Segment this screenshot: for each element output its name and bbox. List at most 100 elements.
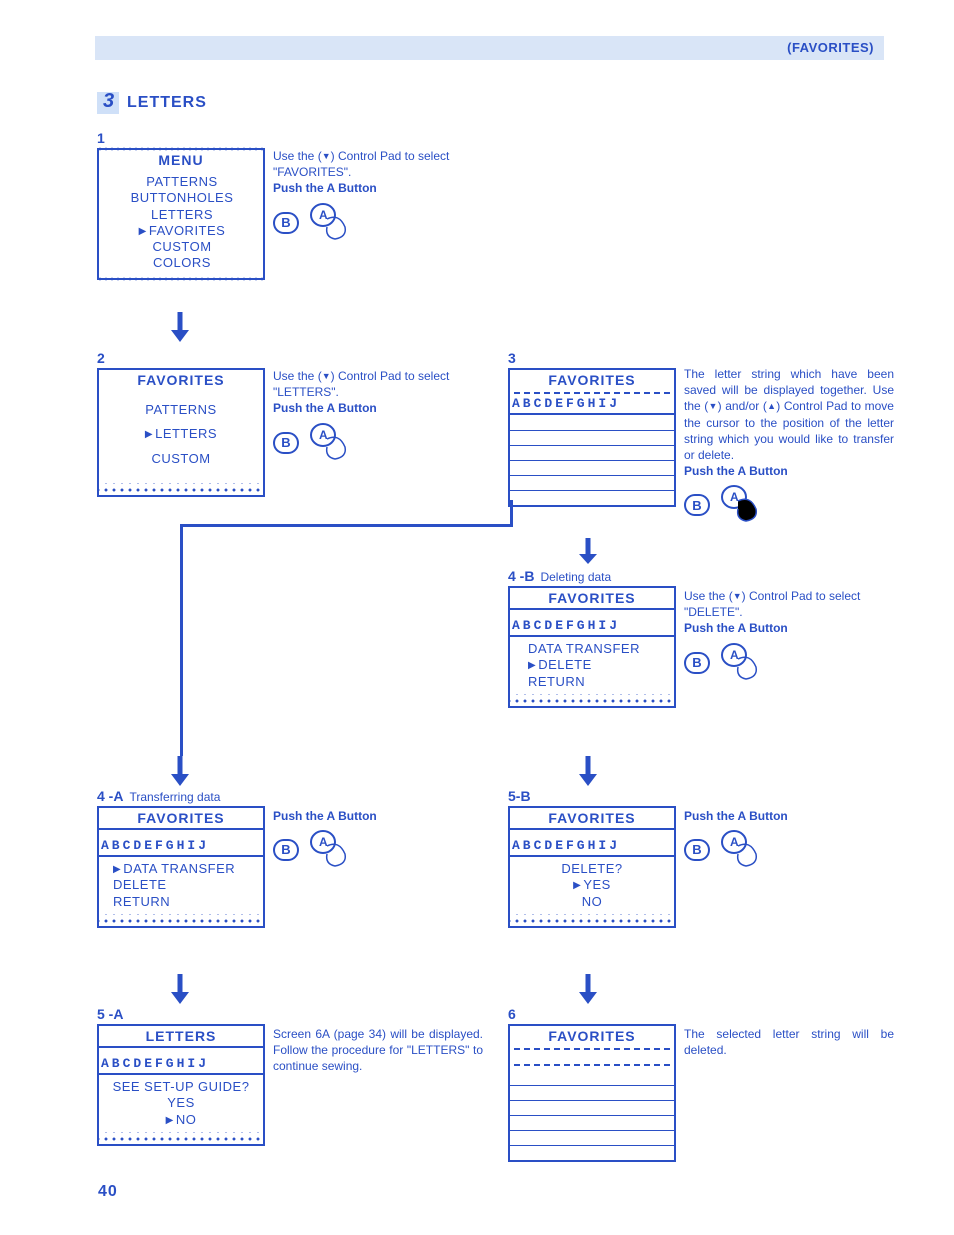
text: ) Control Pad to select [331,369,450,383]
page-number: 40 [98,1183,118,1201]
screen-title: FAVORITES [510,808,674,830]
step-4a: 4 -ATransferring data FAVORITES ABCDEFGH… [97,788,265,928]
push-a: Push the A Button [273,181,377,195]
step-6-instructions: The selected letter string will be delet… [684,1026,894,1058]
step-2: 2 FAVORITES PATTERNS LETTERS CUSTOM [97,350,265,497]
menu-item-selected: DATA TRANSFER [113,861,255,877]
push-a: Push the A Button [684,464,788,478]
button-hand-group: B A [684,643,894,683]
step-num: 2 [97,350,265,366]
submenu: DATA TRANSFER DELETE RETURN [99,857,263,914]
screen-title: MENU [99,150,263,170]
page: (FAVORITES) LETTERS 1 MENU PATTERNS BUTT… [0,0,954,1235]
fav-body: PATTERNS LETTERS CUSTOM [99,390,263,483]
arrow-down-icon [576,972,600,1006]
menu-item-selected: FAVORITES [109,223,255,239]
banner-text: (FAVORITES) [787,40,874,55]
text: ) Control Pad to select [742,589,861,603]
menu-item: PATTERNS [107,402,255,418]
text: Screen 6A (page 34) will be displayed. F… [273,1027,483,1073]
menu-item: RETURN [113,894,255,910]
triangle-down-icon: ▼ [733,591,742,601]
alpha-string: ABCDEFGHIJ [510,394,674,415]
b-button-icon: B [273,212,299,234]
text: "FAVORITES". [273,165,351,179]
b-button-icon: B [684,494,710,516]
section-title-text: LETTERS [127,94,207,112]
menu-item: CUSTOM [109,239,255,255]
decorative-border [510,694,674,706]
menu-item-selected: NO [103,1112,259,1128]
alpha-string: ABCDEFGHIJ [99,1054,263,1075]
decorative-border [510,914,674,926]
menu-item: PATTERNS [109,174,255,190]
text: "DELETE". [684,605,743,619]
step-1: 1 MENU PATTERNS BUTTONHOLES LETTERS FAVO… [97,130,265,280]
step-num: 3 [508,350,676,366]
screen-title: FAVORITES [510,588,674,610]
arrow-down-icon [168,972,192,1006]
screen-title: FAVORITES [510,370,674,390]
empty-rows [510,415,674,505]
step-3: 3 FAVORITES ABCDEFGHIJ [508,350,676,507]
svg-text:A: A [319,428,328,442]
flow-connector [180,524,510,527]
hand-press-a-icon: A [720,830,760,870]
svg-text:A: A [730,835,739,849]
button-hand-group: B A [273,423,493,463]
hand-press-a-icon: A [720,485,760,525]
text: The selected letter string will be delet… [684,1027,894,1057]
step-6: 6 FAVORITES [508,1006,676,1162]
screen-favorites-result: FAVORITES [508,1024,676,1162]
menu-item-selected: LETTERS [107,426,255,442]
menu-item: DATA TRANSFER [528,641,666,657]
step-2-instructions: Use the (▼) Control Pad to select "LETTE… [273,368,493,463]
hand-press-a-icon: A [309,423,349,463]
push-a: Push the A Button [273,809,377,823]
alpha-string: ABCDEFGHIJ [99,836,263,857]
step-5b-instructions: Push the A Button B A [684,808,894,870]
section-number-icon [97,92,119,114]
arrow-down-icon [168,754,192,788]
step-4b: 4 -BDeleting data FAVORITES ABCDEFGHIJ D… [508,568,676,708]
screen-favorites-list: FAVORITES ABCDEFGHIJ [508,368,676,507]
button-hand-group: B A [684,485,894,525]
confirm-question: DELETE? [518,861,666,877]
decorative-border [99,483,263,495]
step-4b-instructions: Use the (▼) Control Pad to select "DELET… [684,588,894,683]
menu-item: BUTTONHOLES [109,190,255,206]
text: "LETTERS". [273,385,339,399]
button-hand-group: B A [273,830,483,870]
b-button-icon: B [684,652,710,674]
confirm-question: SEE SET-UP GUIDE? [103,1079,259,1095]
hand-press-a-icon: A [309,830,349,870]
push-a: Push the A Button [684,809,788,823]
text: Use the ( [273,369,322,383]
screen-favorites-menu: FAVORITES ABCDEFGHIJ DATA TRANSFER DELET… [97,806,265,928]
svg-text:A: A [319,208,328,222]
section-title: LETTERS [97,92,207,114]
screen-title: FAVORITES [510,1026,674,1046]
step-5a-instructions: Screen 6A (page 34) will be displayed. F… [273,1026,483,1075]
hand-press-a-icon: A [720,643,760,683]
screen-favorites-menu: FAVORITES ABCDEFGHIJ DATA TRANSFER DELET… [508,586,676,708]
menu-item: NO [518,894,666,910]
arrow-down-icon [576,536,600,566]
button-hand-group: B A [273,203,493,243]
dashed-line [514,1056,670,1066]
menu-item-selected: YES [518,877,666,893]
step-num: 5-B [508,788,676,804]
header-banner: (FAVORITES) [95,36,884,60]
confirm: SEE SET-UP GUIDE? YES NO [99,1075,263,1132]
text: ) Control Pad to select [331,149,450,163]
screen-title: LETTERS [99,1026,263,1048]
text: ) and/or ( [718,399,767,413]
svg-text:A: A [730,490,739,504]
menu-item: LETTERS [109,207,255,223]
empty-rows [510,1070,674,1160]
submenu: DATA TRANSFER DELETE RETURN [510,637,674,694]
push-a: Push the A Button [684,621,788,635]
menu-body: PATTERNS BUTTONHOLES LETTERS FAVORITES C… [99,170,263,278]
step-num: 4 -BDeleting data [508,568,676,584]
button-hand-group: B A [684,830,894,870]
